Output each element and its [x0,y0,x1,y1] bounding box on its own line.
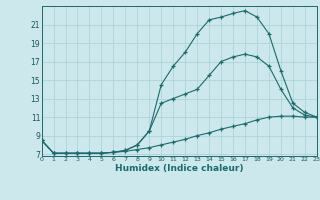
X-axis label: Humidex (Indice chaleur): Humidex (Indice chaleur) [115,164,244,173]
